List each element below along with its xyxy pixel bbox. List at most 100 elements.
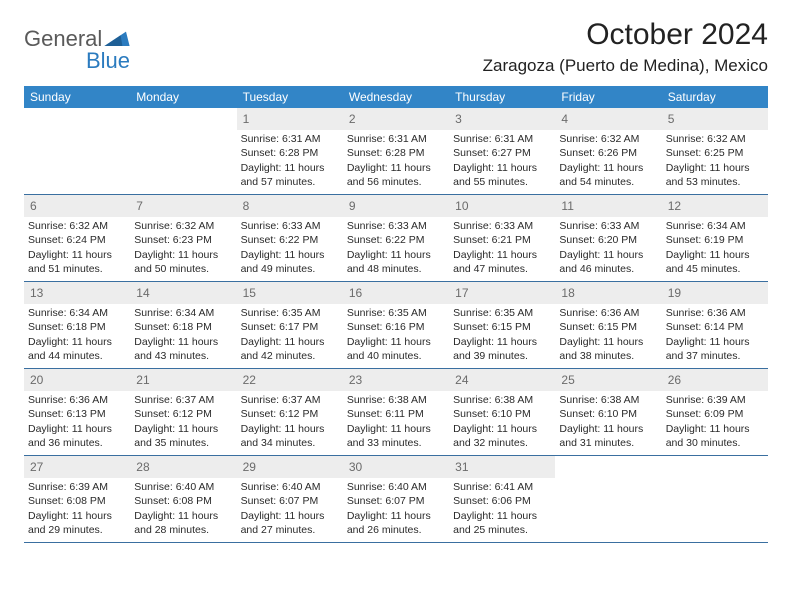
calendar-day-cell: 21Sunrise: 6:37 AMSunset: 6:12 PMDayligh… [130, 369, 236, 455]
daylight-line: Daylight: 11 hours and 38 minutes. [559, 335, 657, 363]
day-number: 5 [662, 108, 768, 130]
day-number: 27 [24, 456, 130, 478]
calendar-day-cell: 3Sunrise: 6:31 AMSunset: 6:27 PMDaylight… [449, 108, 555, 194]
sunset-line: Sunset: 6:09 PM [666, 407, 764, 421]
sunrise-line: Sunrise: 6:32 AM [666, 132, 764, 146]
sunset-line: Sunset: 6:12 PM [134, 407, 232, 421]
day-body: Sunrise: 6:35 AMSunset: 6:15 PMDaylight:… [449, 304, 555, 367]
sunset-line: Sunset: 6:13 PM [28, 407, 126, 421]
sunset-line: Sunset: 6:06 PM [453, 494, 551, 508]
day-number: 14 [130, 282, 236, 304]
sunset-line: Sunset: 6:26 PM [559, 146, 657, 160]
daylight-line: Daylight: 11 hours and 33 minutes. [347, 422, 445, 450]
day-number: 18 [555, 282, 661, 304]
calendar-day-cell: 7Sunrise: 6:32 AMSunset: 6:23 PMDaylight… [130, 195, 236, 281]
day-body: Sunrise: 6:33 AMSunset: 6:20 PMDaylight:… [555, 217, 661, 280]
calendar-day-cell: 27Sunrise: 6:39 AMSunset: 6:08 PMDayligh… [24, 456, 130, 542]
daylight-line: Daylight: 11 hours and 46 minutes. [559, 248, 657, 276]
location-label: Zaragoza (Puerto de Medina), Mexico [483, 56, 768, 76]
sunrise-line: Sunrise: 6:32 AM [28, 219, 126, 233]
sunrise-line: Sunrise: 6:38 AM [347, 393, 445, 407]
sunset-line: Sunset: 6:22 PM [241, 233, 339, 247]
daylight-line: Daylight: 11 hours and 36 minutes. [28, 422, 126, 450]
sunset-line: Sunset: 6:08 PM [28, 494, 126, 508]
daylight-line: Daylight: 11 hours and 39 minutes. [453, 335, 551, 363]
day-body: Sunrise: 6:32 AMSunset: 6:24 PMDaylight:… [24, 217, 130, 280]
sunrise-line: Sunrise: 6:33 AM [347, 219, 445, 233]
calendar-day-cell: 4Sunrise: 6:32 AMSunset: 6:26 PMDaylight… [555, 108, 661, 194]
sunset-line: Sunset: 6:11 PM [347, 407, 445, 421]
sunset-line: Sunset: 6:07 PM [347, 494, 445, 508]
sunrise-line: Sunrise: 6:40 AM [241, 480, 339, 494]
calendar-day-cell: 24Sunrise: 6:38 AMSunset: 6:10 PMDayligh… [449, 369, 555, 455]
day-body: Sunrise: 6:34 AMSunset: 6:19 PMDaylight:… [662, 217, 768, 280]
sunrise-line: Sunrise: 6:38 AM [453, 393, 551, 407]
sunrise-line: Sunrise: 6:33 AM [241, 219, 339, 233]
sunrise-line: Sunrise: 6:34 AM [134, 306, 232, 320]
day-body: Sunrise: 6:40 AMSunset: 6:07 PMDaylight:… [237, 478, 343, 541]
sunset-line: Sunset: 6:15 PM [559, 320, 657, 334]
daylight-line: Daylight: 11 hours and 50 minutes. [134, 248, 232, 276]
day-number: 26 [662, 369, 768, 391]
daylight-line: Daylight: 11 hours and 53 minutes. [666, 161, 764, 189]
sunset-line: Sunset: 6:16 PM [347, 320, 445, 334]
calendar-day-cell: 16Sunrise: 6:35 AMSunset: 6:16 PMDayligh… [343, 282, 449, 368]
calendar-week-row: 6Sunrise: 6:32 AMSunset: 6:24 PMDaylight… [24, 195, 768, 282]
calendar-empty-cell: . [24, 108, 130, 194]
day-number: 2 [343, 108, 449, 130]
day-body: Sunrise: 6:39 AMSunset: 6:08 PMDaylight:… [24, 478, 130, 541]
calendar-day-cell: 25Sunrise: 6:38 AMSunset: 6:10 PMDayligh… [555, 369, 661, 455]
sunset-line: Sunset: 6:08 PM [134, 494, 232, 508]
calendar-day-cell: 10Sunrise: 6:33 AMSunset: 6:21 PMDayligh… [449, 195, 555, 281]
daylight-line: Daylight: 11 hours and 30 minutes. [666, 422, 764, 450]
day-body: Sunrise: 6:32 AMSunset: 6:25 PMDaylight:… [662, 130, 768, 193]
daylight-line: Daylight: 11 hours and 35 minutes. [134, 422, 232, 450]
day-number: 25 [555, 369, 661, 391]
weekday-header-row: SundayMondayTuesdayWednesdayThursdayFrid… [24, 86, 768, 108]
day-body: Sunrise: 6:35 AMSunset: 6:17 PMDaylight:… [237, 304, 343, 367]
calendar-day-cell: 28Sunrise: 6:40 AMSunset: 6:08 PMDayligh… [130, 456, 236, 542]
sunrise-line: Sunrise: 6:31 AM [347, 132, 445, 146]
sunset-line: Sunset: 6:18 PM [28, 320, 126, 334]
sunset-line: Sunset: 6:20 PM [559, 233, 657, 247]
daylight-line: Daylight: 11 hours and 28 minutes. [134, 509, 232, 537]
calendar-day-cell: 20Sunrise: 6:36 AMSunset: 6:13 PMDayligh… [24, 369, 130, 455]
title-block: October 2024 Zaragoza (Puerto de Medina)… [483, 18, 768, 76]
calendar-day-cell: 22Sunrise: 6:37 AMSunset: 6:12 PMDayligh… [237, 369, 343, 455]
calendar-day-cell: 19Sunrise: 6:36 AMSunset: 6:14 PMDayligh… [662, 282, 768, 368]
weekday-header-cell: Wednesday [343, 86, 449, 108]
day-number: 8 [237, 195, 343, 217]
sunrise-line: Sunrise: 6:35 AM [453, 306, 551, 320]
calendar-empty-cell: . [662, 456, 768, 542]
day-body: Sunrise: 6:36 AMSunset: 6:13 PMDaylight:… [24, 391, 130, 454]
sunrise-line: Sunrise: 6:34 AM [666, 219, 764, 233]
daylight-line: Daylight: 11 hours and 47 minutes. [453, 248, 551, 276]
calendar-day-cell: 5Sunrise: 6:32 AMSunset: 6:25 PMDaylight… [662, 108, 768, 194]
day-number: 15 [237, 282, 343, 304]
day-number: 1 [237, 108, 343, 130]
day-number: 4 [555, 108, 661, 130]
day-body: Sunrise: 6:40 AMSunset: 6:07 PMDaylight:… [343, 478, 449, 541]
sunrise-line: Sunrise: 6:37 AM [134, 393, 232, 407]
day-number: 23 [343, 369, 449, 391]
day-body: Sunrise: 6:34 AMSunset: 6:18 PMDaylight:… [130, 304, 236, 367]
daylight-line: Daylight: 11 hours and 55 minutes. [453, 161, 551, 189]
calendar-day-cell: 13Sunrise: 6:34 AMSunset: 6:18 PMDayligh… [24, 282, 130, 368]
daylight-line: Daylight: 11 hours and 57 minutes. [241, 161, 339, 189]
day-number: 20 [24, 369, 130, 391]
calendar-day-cell: 31Sunrise: 6:41 AMSunset: 6:06 PMDayligh… [449, 456, 555, 542]
day-number: 10 [449, 195, 555, 217]
day-body: Sunrise: 6:31 AMSunset: 6:28 PMDaylight:… [237, 130, 343, 193]
sunset-line: Sunset: 6:10 PM [559, 407, 657, 421]
day-body: Sunrise: 6:33 AMSunset: 6:21 PMDaylight:… [449, 217, 555, 280]
daylight-line: Daylight: 11 hours and 43 minutes. [134, 335, 232, 363]
sunrise-line: Sunrise: 6:35 AM [347, 306, 445, 320]
sunset-line: Sunset: 6:28 PM [347, 146, 445, 160]
calendar-empty-cell: . [555, 456, 661, 542]
calendar-week-row: 27Sunrise: 6:39 AMSunset: 6:08 PMDayligh… [24, 456, 768, 543]
sunrise-line: Sunrise: 6:32 AM [559, 132, 657, 146]
sunset-line: Sunset: 6:15 PM [453, 320, 551, 334]
day-body: Sunrise: 6:35 AMSunset: 6:16 PMDaylight:… [343, 304, 449, 367]
sunset-line: Sunset: 6:19 PM [666, 233, 764, 247]
day-body: Sunrise: 6:31 AMSunset: 6:27 PMDaylight:… [449, 130, 555, 193]
